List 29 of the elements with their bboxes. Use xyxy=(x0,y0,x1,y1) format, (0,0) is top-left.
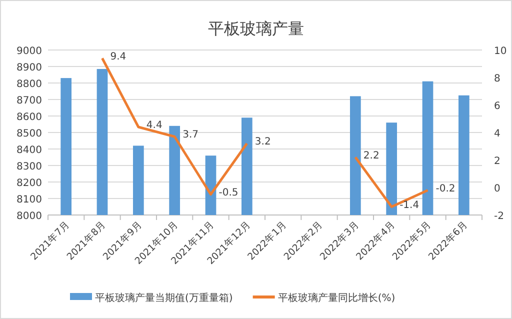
data-label: 2.2 xyxy=(363,150,380,162)
y2-tick-label: 2 xyxy=(494,156,500,167)
y-tick-label: 8100 xyxy=(16,194,42,206)
y2-tick-label: 6 xyxy=(494,101,500,112)
y-tick-label: 8200 xyxy=(16,178,42,189)
data-label: 4.4 xyxy=(146,120,162,131)
y2-tick-label: 0 xyxy=(494,184,500,194)
y-tick-label: 8000 xyxy=(16,211,42,222)
y2-tick-label: 10 xyxy=(494,46,507,57)
y-tick-label: 8500 xyxy=(16,128,42,140)
data-label: -0.5 xyxy=(218,187,238,198)
y-tick-label: 8700 xyxy=(16,96,42,106)
chart-title: 平板玻璃产量 xyxy=(208,19,304,38)
legend-label: 平板玻璃产量当期值(万重量箱) xyxy=(95,292,233,304)
data-label: 9.4 xyxy=(110,51,126,62)
data-label: -1.4 xyxy=(400,200,420,211)
data-label: 3.2 xyxy=(254,136,271,148)
y-tick-label: 8300 xyxy=(16,162,42,172)
y-tick-label: 8900 xyxy=(16,62,42,74)
y2-tick-label: -2 xyxy=(494,211,504,222)
y-tick-label: 8600 xyxy=(16,112,42,123)
y2-tick-label: 8 xyxy=(494,74,500,84)
legend-label: 平板玻璃产量同比增长(%) xyxy=(278,292,396,304)
y-tick-label: 8800 xyxy=(16,79,42,90)
y-tick-label: 9000 xyxy=(16,46,42,57)
data-label: -0.2 xyxy=(436,183,456,194)
y-tick-label: 8400 xyxy=(16,145,42,156)
y2-tick-label: 4 xyxy=(494,128,500,140)
data-label: 3.7 xyxy=(182,130,198,141)
